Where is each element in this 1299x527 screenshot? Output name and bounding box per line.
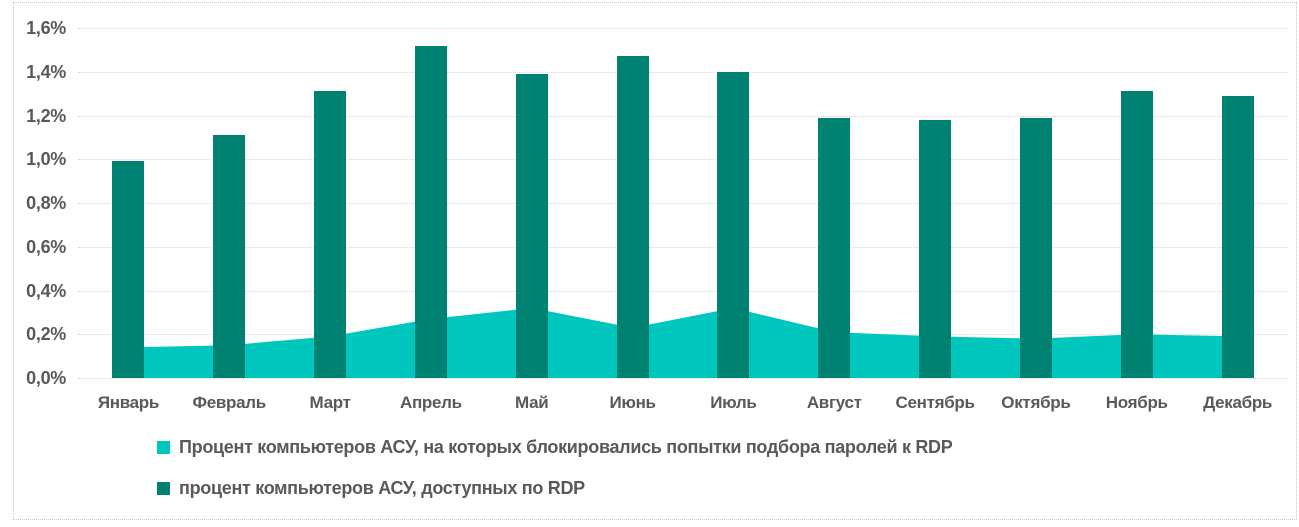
gridline: [78, 115, 1288, 117]
gridline: [78, 159, 1288, 161]
area-series-blocked-rdp-bruteforce: [128, 308, 1238, 378]
x-tick-label: Ноябрь: [1105, 393, 1168, 412]
area-polygon: [128, 308, 1238, 378]
x-tick-label: Май: [515, 393, 549, 412]
legend-swatch-column-series: [157, 482, 170, 495]
y-tick-label: 1,4%: [26, 61, 66, 82]
gridline: [78, 378, 1288, 379]
bar-Апрель: [414, 45, 447, 378]
bar-Июль: [717, 71, 750, 378]
x-tick-label: Октябрь: [1001, 393, 1071, 412]
y-tick-label: 0,6%: [26, 236, 66, 257]
x-tick-label: Апрель: [399, 393, 462, 412]
gridline: [78, 71, 1288, 73]
x-tick-label: Сентябрь: [895, 393, 975, 412]
y-tick-label: 1,2%: [26, 105, 66, 126]
gridline: [78, 28, 1288, 29]
bar-Август: [818, 117, 851, 378]
x-tick-label: Июнь: [609, 393, 656, 412]
gridline: [78, 290, 1288, 292]
x-tick-label: Февраль: [192, 393, 267, 412]
gridline: [78, 203, 1288, 204]
y-tick-label: 0,0%: [26, 368, 66, 388]
bar-Сентябрь: [919, 119, 952, 378]
y-tick-label: 0,4%: [26, 280, 66, 301]
bar-Ноябрь: [1120, 91, 1153, 378]
x-tick-label: Март: [309, 393, 351, 412]
y-tick-label: 1,0%: [26, 149, 66, 170]
bar-Март: [314, 91, 347, 378]
bar-Июнь: [616, 56, 649, 378]
x-tick-label: Август: [806, 393, 862, 412]
legend-item-rdp-accessible: процент компьютеров АСУ, доступных по RD…: [157, 478, 952, 499]
bar-Октябрь: [1019, 117, 1052, 378]
bar-Январь: [112, 161, 145, 378]
legend-label-bruteforce-blocked: Процент компьютеров АСУ, на которых блок…: [179, 437, 953, 457]
plot-area: [78, 28, 1288, 379]
gridline: [78, 246, 1288, 248]
legend-swatch-area-series: [157, 441, 170, 454]
y-tick-label: 1,6%: [26, 18, 66, 38]
y-tick-label: 0,8%: [26, 193, 66, 213]
x-tick-label: Декабрь: [1203, 393, 1273, 412]
legend-item-bruteforce-blocked: Процент компьютеров АСУ, на которых блок…: [157, 437, 953, 458]
legend-label-rdp-accessible: процент компьютеров АСУ, доступных по RD…: [179, 478, 585, 498]
bar-Май: [515, 73, 548, 378]
x-tick-label: Июль: [710, 393, 757, 412]
x-tick-label: Январь: [97, 393, 160, 412]
legend: Процент компьютеров АСУ, на которых блок…: [157, 437, 953, 519]
y-tick-label: 0,2%: [26, 324, 66, 345]
bar-Февраль: [213, 135, 246, 378]
bar-Декабрь: [1221, 95, 1254, 378]
